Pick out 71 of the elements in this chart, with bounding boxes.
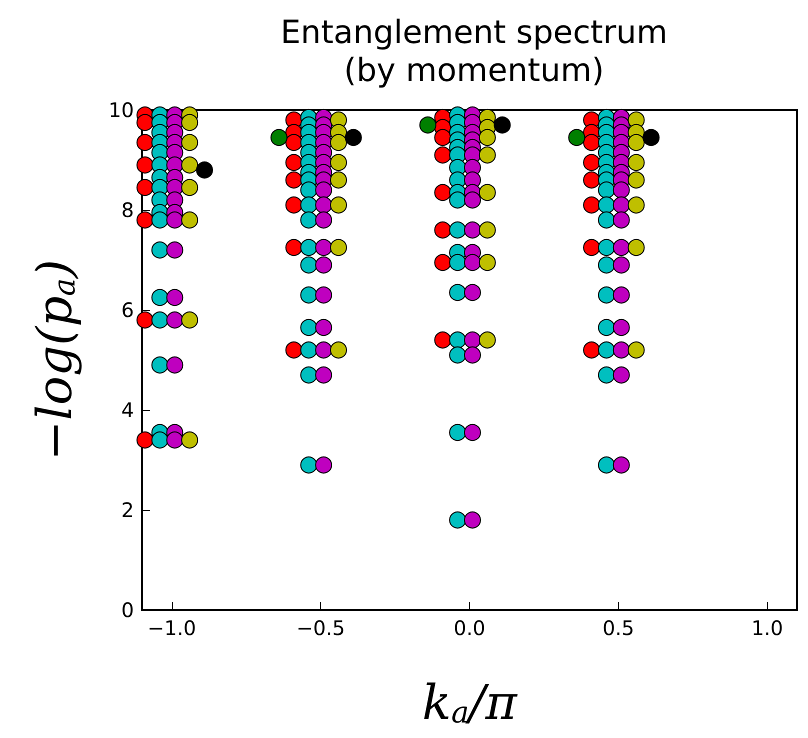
y-axis-title: −log(pa) (27, 259, 83, 461)
point (285, 154, 302, 171)
point (628, 342, 645, 358)
x-tick-label: −0.5 (296, 616, 345, 640)
point (434, 129, 452, 146)
point (136, 156, 154, 174)
point (434, 332, 452, 348)
y-tick-label: 4 (121, 398, 134, 422)
point (136, 114, 154, 131)
point (494, 116, 511, 134)
point (628, 196, 645, 214)
point (478, 129, 496, 146)
point (330, 154, 347, 171)
y-tick-label: 8 (121, 198, 134, 222)
point (583, 172, 600, 188)
point (136, 212, 154, 228)
chart-title: Entanglement spectrum (by momentum) (280, 13, 668, 89)
point (136, 179, 154, 196)
y-tick-label: 2 (121, 498, 134, 522)
point (181, 312, 198, 328)
point (434, 146, 452, 164)
point (628, 239, 645, 256)
point (628, 154, 645, 171)
point (181, 212, 198, 228)
point (583, 196, 600, 214)
point (478, 222, 496, 238)
point (181, 179, 198, 196)
point (330, 196, 347, 214)
point (330, 134, 347, 151)
point (434, 222, 452, 238)
point (330, 239, 347, 256)
point (478, 254, 496, 271)
point (181, 156, 198, 174)
point (285, 342, 302, 358)
point (285, 196, 302, 214)
point (270, 129, 288, 146)
point (136, 432, 154, 448)
y-tick-label: 0 (121, 598, 134, 622)
point (583, 154, 600, 171)
point (344, 129, 362, 146)
point (419, 116, 436, 134)
point (568, 129, 586, 146)
y-tick-label: 10 (108, 98, 134, 122)
point (181, 114, 198, 131)
point (136, 312, 154, 328)
x-tick-label: 0.5 (602, 616, 634, 640)
y-tick-label: 6 (121, 298, 134, 322)
point (628, 172, 645, 188)
x-tick-label: −1.0 (147, 616, 196, 640)
point (196, 162, 214, 178)
point (583, 134, 600, 151)
point (478, 184, 496, 201)
point (478, 332, 496, 348)
point (583, 239, 600, 256)
point (330, 172, 347, 188)
point (181, 432, 198, 448)
point (628, 134, 645, 151)
x-tick-label: 0.0 (454, 616, 486, 640)
point (285, 172, 302, 188)
point (330, 342, 347, 358)
x-axis-title: ka/π (422, 675, 518, 731)
point (434, 254, 452, 271)
point (642, 129, 660, 146)
point (285, 134, 302, 151)
point (136, 134, 154, 151)
point (181, 134, 198, 151)
point (434, 184, 452, 201)
x-tick-label: 1.0 (751, 616, 784, 640)
point (285, 239, 302, 256)
point (478, 146, 496, 164)
point (583, 342, 600, 358)
